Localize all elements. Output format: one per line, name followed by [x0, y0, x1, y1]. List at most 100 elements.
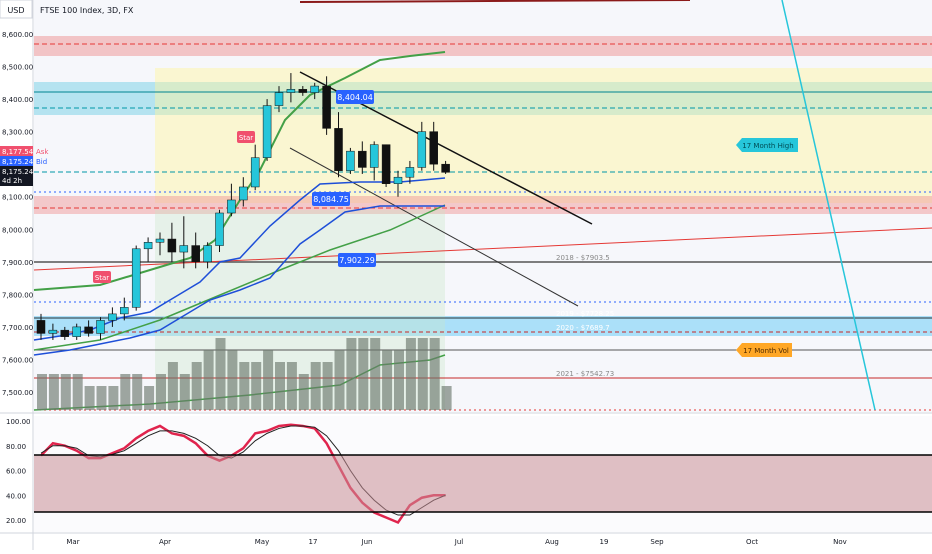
oscillator-axis[interactable]: 100.00 80.00 60.00 40.00 20.00: [6, 418, 31, 525]
candlesticks[interactable]: [36, 73, 450, 340]
month-high-text: 17 Month High: [742, 142, 793, 150]
time-tick-label: Jul: [454, 538, 464, 546]
price-tag-2-text: 8,084.75: [313, 195, 349, 204]
oscillator-band: [34, 455, 932, 512]
candle-body[interactable]: [346, 150, 355, 171]
zone-cyan-bottom: [34, 316, 932, 336]
currency-box[interactable]: [0, 0, 33, 19]
price-tick-label: 7,800.00: [2, 291, 33, 299]
chart-header: USD FTSE 100 Index, 3D, FX: [0, 0, 134, 19]
price-tag-1: 8,404.04: [336, 90, 374, 104]
candle-body[interactable]: [393, 176, 403, 184]
candle-body[interactable]: [227, 199, 236, 214]
candle-body[interactable]: [322, 85, 331, 129]
price-tick-label: 8,600.00: [2, 31, 33, 39]
time-tick-label: 17: [309, 538, 318, 546]
candle-body[interactable]: [179, 245, 189, 253]
price-tick-label: 8,000.00: [2, 226, 33, 234]
zone-top-red: [34, 36, 932, 56]
time-tick-label: May: [255, 538, 269, 546]
oscillator-tick-label: 20.00: [6, 517, 26, 525]
zone-yellow: [155, 68, 932, 203]
zone-cyan-top: [34, 82, 932, 115]
candle-body[interactable]: [310, 85, 319, 93]
volume-bar: [263, 350, 274, 410]
volume-bar: [405, 338, 416, 410]
candle-body[interactable]: [60, 329, 70, 337]
candle-body[interactable]: [167, 238, 177, 253]
candle-body[interactable]: [441, 163, 450, 173]
volume-bar: [72, 374, 83, 410]
candle-body[interactable]: [286, 89, 296, 93]
candle-body[interactable]: [215, 212, 224, 246]
candle-body[interactable]: [405, 167, 415, 178]
candle-body[interactable]: [191, 245, 200, 263]
chart-title: FTSE 100 Index, 3D, FX: [40, 6, 134, 15]
bid-label: Bid: [36, 158, 47, 166]
ask-value: 8,177.54: [2, 148, 34, 156]
volume-bar: [203, 350, 214, 410]
candle-body[interactable]: [262, 105, 272, 158]
candle-body[interactable]: [298, 89, 308, 93]
candle-body[interactable]: [72, 326, 81, 337]
candle-body[interactable]: [358, 150, 367, 168]
price-tag-1-text: 8,404.04: [337, 93, 373, 102]
mid-band-curve: [33, 204, 446, 351]
volume-bar: [84, 386, 95, 410]
candle-body[interactable]: [131, 248, 141, 308]
upper-band-curve: [33, 51, 446, 291]
candle-body[interactable]: [120, 307, 129, 315]
time-axis[interactable]: Mar Apr May 17 Jun Jul Aug 19 Sep Oct Nov: [66, 538, 846, 546]
volume-bar: [191, 362, 202, 410]
step-line-lower: [33, 205, 445, 356]
candle-body[interactable]: [48, 329, 58, 334]
candle-body[interactable]: [143, 242, 153, 250]
candle-body[interactable]: [155, 238, 165, 243]
candle-body[interactable]: [250, 157, 260, 188]
volume-bar: [179, 374, 190, 410]
star-label-1-bg: [237, 131, 255, 143]
price-tag-2: 8,084.75: [312, 192, 350, 206]
time-tick-label: Jun: [361, 538, 373, 546]
price-tag-3-text: 7,902.29: [339, 256, 375, 265]
candle-body[interactable]: [369, 144, 379, 168]
candle-body[interactable]: [84, 326, 93, 334]
oscillator-tick-label: 80.00: [6, 443, 26, 451]
price-tick-label: 8,100.00: [2, 194, 33, 202]
volume-bar: [394, 350, 404, 410]
candle-body[interactable]: [417, 131, 427, 168]
volume-bar: [227, 350, 238, 410]
chart-annotations: 8,404.04 8,084.75 7,902.29 Star Star 17 …: [93, 90, 798, 378]
oscillator-tick-label: 60.00: [6, 468, 26, 476]
candle-body[interactable]: [334, 128, 343, 171]
candle-body[interactable]: [429, 131, 438, 165]
candle-body[interactable]: [108, 313, 117, 321]
volume-bar: [120, 374, 131, 410]
volume-bar: [144, 386, 155, 410]
bid-value: 8,175.24: [2, 158, 34, 166]
candle-body[interactable]: [36, 320, 46, 334]
ask-badge: [0, 146, 33, 156]
volume-bar: [334, 350, 345, 410]
price-tag-2-bg: [312, 192, 350, 206]
star-label-1-text: Star: [239, 134, 253, 142]
zone-mid-red: [34, 196, 932, 214]
volume-bar: [96, 386, 107, 410]
last-price-badge: [0, 166, 33, 186]
candle-body[interactable]: [274, 92, 284, 106]
volume-bar: [156, 374, 166, 410]
candle-body[interactable]: [203, 245, 212, 263]
price-tick-label: 8,300.00: [2, 129, 33, 137]
candle-body[interactable]: [96, 320, 105, 334]
oscillator-tick-label: 100.00: [6, 418, 31, 426]
volume-bar: [239, 362, 250, 410]
price-tag-3-bg: [338, 253, 376, 267]
trend-line-top: [299, 0, 691, 3]
candle-body[interactable]: [381, 144, 391, 184]
month-high-bg: [736, 138, 798, 152]
star-label-2-bg: [93, 271, 111, 283]
month-high-callout: 17 Month High: [736, 138, 798, 152]
candle-body[interactable]: [239, 186, 248, 201]
